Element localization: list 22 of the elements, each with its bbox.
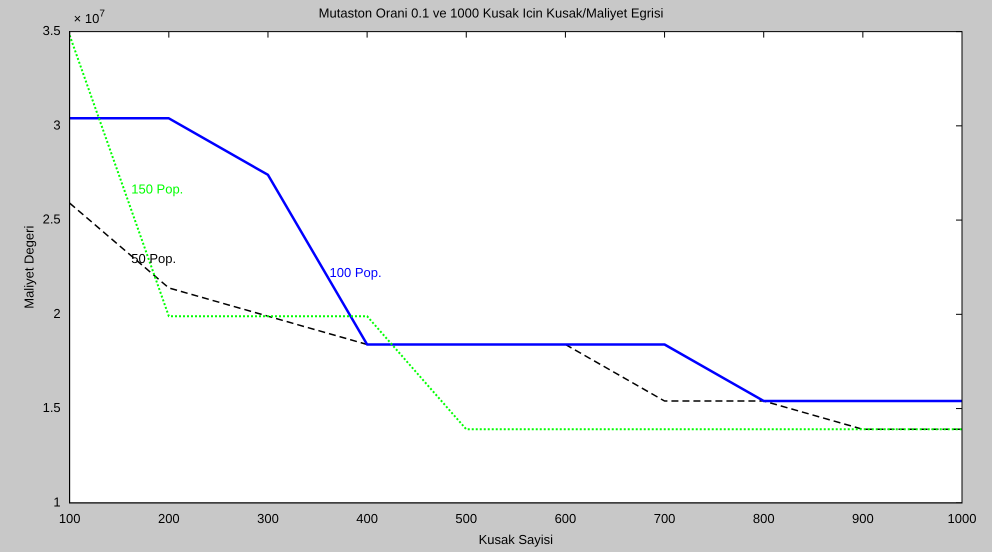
series-label: 150 Pop.: [131, 181, 184, 196]
y-tick-label: 2.5: [42, 212, 61, 227]
x-tick-label: 800: [752, 511, 775, 526]
y-tick-label: 1.5: [42, 400, 61, 416]
x-tick-label: 700: [654, 511, 676, 526]
y-tick-label: 3: [53, 117, 61, 132]
x-tick-label: 400: [356, 511, 378, 526]
x-tick-label: 100: [58, 511, 81, 526]
x-tick-label: 200: [158, 511, 180, 526]
x-tick-label: 600: [554, 511, 576, 526]
y-tick-label: 1: [53, 494, 61, 510]
x-axis-title: Kusak Sayisi: [478, 532, 554, 547]
x-tick-label: 500: [455, 511, 478, 526]
y-tick-label: 2: [53, 306, 61, 321]
x-tick-label: 1000: [948, 511, 976, 526]
chart-title: Mutaston Orani 0.1 ve 1000 Kusak Icin Kusak/Maliyet Egrisi: [318, 5, 664, 20]
x-tick-label: 900: [852, 511, 874, 526]
series-label: 100 Pop.: [330, 265, 382, 280]
y-tick-label: 3.5: [42, 23, 61, 38]
x-tick-label: 300: [257, 511, 279, 526]
y-axis-title: Maliyet Degeri: [21, 226, 36, 309]
series-label: 50 Pop.: [131, 251, 176, 266]
